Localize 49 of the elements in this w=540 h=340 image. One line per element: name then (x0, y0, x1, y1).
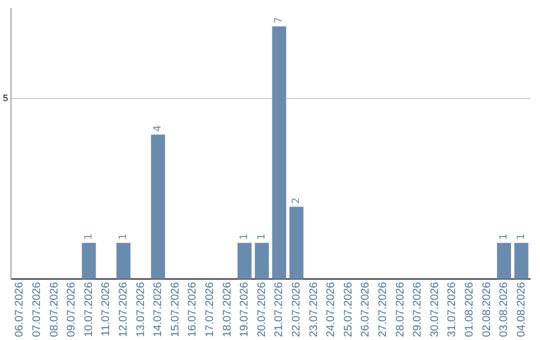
x-tick-label: 16.07.2026 (186, 282, 199, 338)
x-tick-label: 09.07.2026 (66, 282, 78, 338)
x-tick-label: 13.07.2026 (134, 282, 147, 338)
x-tick-label: 19.07.2026 (238, 282, 251, 338)
x-tick-label: 28.07.2026 (394, 282, 406, 338)
x-tick-label: 17.07.2026 (204, 282, 216, 338)
data-label: 1 (83, 234, 94, 240)
bar (238, 242, 252, 279)
data-label: 2 (291, 197, 302, 204)
x-tick-label: 08.07.2026 (48, 282, 60, 338)
data-label: 1 (239, 234, 250, 240)
data-label: 1 (498, 234, 510, 240)
x-tick-label: 18.07.2026 (221, 282, 234, 338)
bar (272, 26, 286, 279)
x-tick-label: 30.07.2026 (428, 282, 441, 338)
x-tick-label: 31.07.2026 (446, 282, 458, 338)
bar (289, 206, 304, 279)
data-label: 1 (256, 234, 268, 240)
x-tick-label: 07.07.2026 (30, 282, 43, 338)
x-tick-label: 04.08.2026 (515, 282, 528, 338)
x-tick-label: 02.08.2026 (480, 282, 493, 338)
x-tick-label: 10.07.2026 (82, 282, 95, 338)
y-tick-label: 5 (2, 93, 8, 104)
bar (151, 134, 166, 279)
bar (254, 242, 269, 279)
x-tick-label: 11.07.2026 (100, 282, 112, 336)
x-tick-label: 12.07.2026 (117, 282, 130, 338)
bar (82, 242, 96, 279)
x-tick-label: 06.07.2026 (14, 282, 26, 338)
x-tick-label: 23.07.2026 (308, 282, 320, 338)
x-tick-label: 29.07.2026 (412, 282, 424, 338)
data-label: 7 (274, 17, 285, 24)
data-label: 1 (118, 234, 130, 240)
data-label: 4 (152, 125, 164, 132)
x-tick-label: 03.08.2026 (498, 282, 510, 338)
bar (514, 242, 528, 279)
x-tick-label: 25.07.2026 (342, 282, 354, 338)
x-tick-label: 22.07.2026 (290, 282, 302, 338)
x-tick-label: 27.07.2026 (376, 282, 389, 338)
x-tick-label: 15.07.2026 (169, 282, 182, 338)
x-tick-label: 21.07.2026 (273, 282, 286, 338)
x-tick-label: 26.07.2026 (360, 282, 372, 338)
data-label: 1 (516, 234, 527, 240)
bar (116, 242, 130, 279)
bar (497, 242, 512, 279)
x-tick-label: 20.07.2026 (256, 282, 268, 338)
x-tick-label: 01.08.2026 (463, 282, 476, 338)
x-tick-label: 24.07.2026 (325, 282, 338, 338)
x-tick-label: 14.07.2026 (152, 282, 164, 338)
